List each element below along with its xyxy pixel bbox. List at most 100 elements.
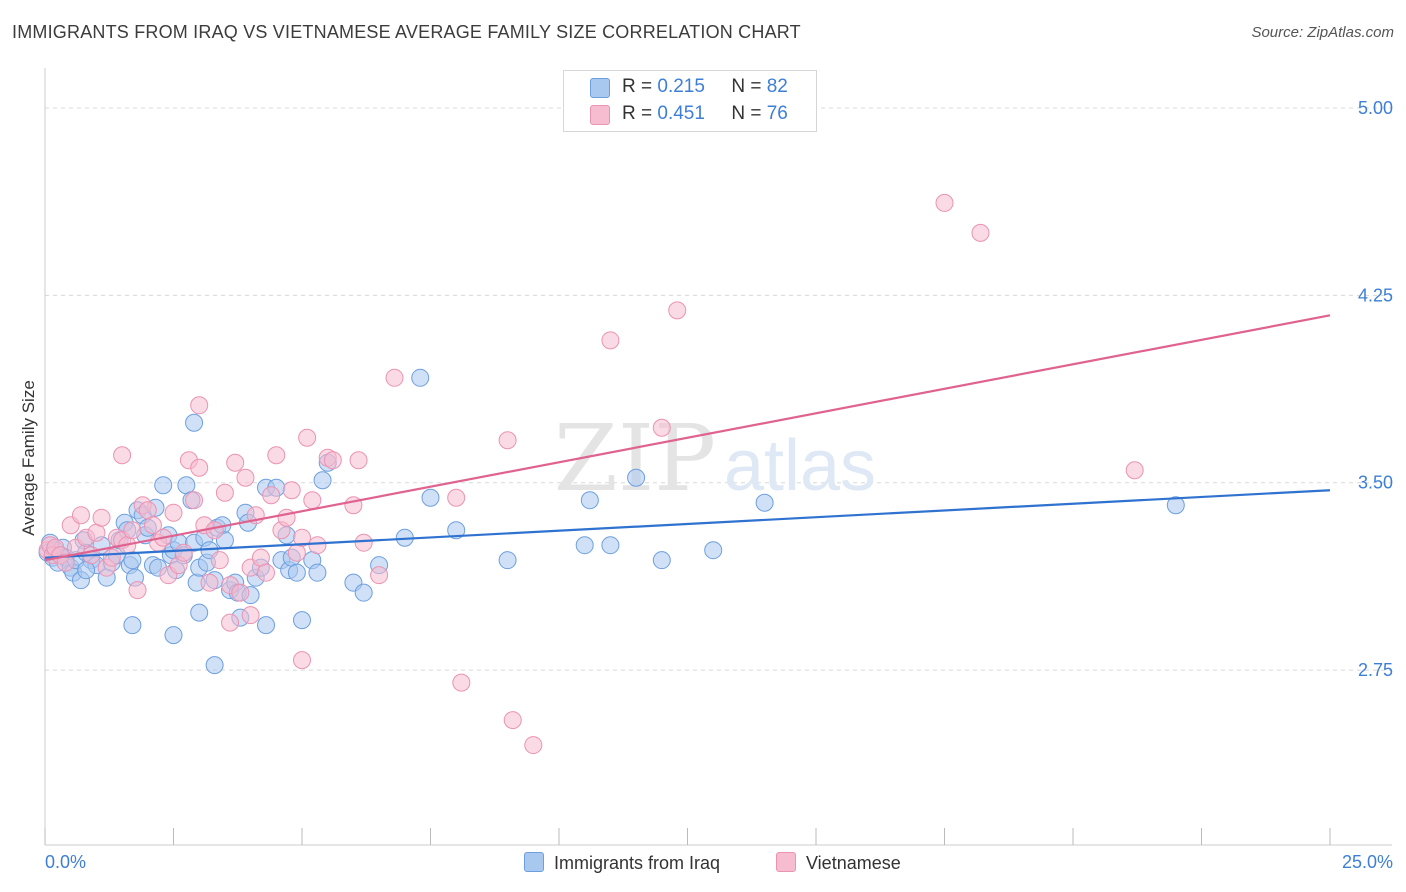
data-point-vietnamese	[87, 523, 106, 542]
n-label: N =	[731, 103, 767, 124]
data-point-vietnamese	[210, 551, 229, 570]
data-point-vietnamese	[143, 516, 162, 535]
data-point-iraq	[185, 413, 204, 432]
data-point-vietnamese	[92, 508, 111, 527]
r-label: R =	[622, 76, 658, 97]
data-point-vietnamese	[452, 673, 471, 692]
data-point-vietnamese	[174, 543, 193, 562]
data-point-iraq	[627, 468, 646, 487]
data-point-vietnamese	[138, 501, 157, 520]
x-tick-label-max: 25.0%	[1342, 852, 1393, 872]
data-point-vietnamese	[498, 431, 517, 450]
data-point-vietnamese	[652, 418, 671, 437]
data-point-iraq	[154, 476, 173, 495]
data-point-vietnamese	[215, 483, 234, 502]
data-point-vietnamese	[56, 553, 75, 572]
trend-line-vietnamese	[44, 314, 1331, 562]
data-point-vietnamese	[935, 193, 954, 212]
correlation-legend: R = 0.215 N = 82 R = 0.451 N = 76	[563, 70, 817, 132]
data-point-vietnamese	[71, 506, 90, 525]
data-point-iraq	[498, 551, 517, 570]
y-tick-label: 3.50	[1358, 473, 1393, 493]
data-point-vietnamese	[190, 396, 209, 415]
n-label: N =	[731, 76, 767, 97]
trend-lines	[44, 314, 1331, 562]
data-point-vietnamese	[524, 736, 543, 755]
data-point-vietnamese	[241, 606, 260, 625]
data-point-vietnamese	[164, 503, 183, 522]
data-point-iraq	[308, 563, 327, 582]
legend-swatch-iraq	[590, 78, 610, 98]
y-tick-label: 5.00	[1358, 98, 1393, 118]
data-point-iraq	[755, 493, 774, 512]
legend-label-iraq: Immigrants from Iraq	[554, 853, 721, 873]
data-point-vietnamese	[308, 536, 327, 555]
data-point-iraq	[704, 541, 723, 560]
data-point-iraq	[575, 536, 594, 555]
legend-item-vietnamese[interactable]: Vietnamese	[776, 852, 901, 874]
data-point-iraq	[580, 491, 599, 510]
data-point-iraq	[190, 603, 209, 622]
data-point-vietnamese	[231, 583, 250, 602]
data-point-vietnamese	[251, 548, 270, 567]
data-point-vietnamese	[128, 581, 147, 600]
r-label: R =	[622, 103, 658, 124]
data-point-vietnamese	[102, 548, 121, 567]
r-value: 0.451	[657, 103, 705, 124]
legend-label-vietnamese: Vietnamese	[806, 853, 901, 873]
data-point-vietnamese	[370, 566, 389, 585]
data-point-iraq	[421, 488, 440, 507]
data-point-vietnamese	[1125, 461, 1144, 480]
data-point-vietnamese	[282, 481, 301, 500]
legend-swatch-iraq	[524, 852, 544, 872]
trend-line-iraq	[44, 489, 1331, 559]
points	[38, 193, 1185, 755]
data-point-vietnamese	[267, 446, 286, 465]
data-point-vietnamese	[236, 468, 255, 487]
legend-item-iraq[interactable]: Immigrants from Iraq	[524, 852, 720, 874]
x-tick-label-min: 0.0%	[45, 852, 86, 872]
gridlines	[45, 107, 1392, 671]
data-point-vietnamese	[298, 428, 317, 447]
data-point-vietnamese	[185, 491, 204, 510]
data-point-iraq	[411, 368, 430, 387]
data-point-vietnamese	[354, 533, 373, 552]
data-point-vietnamese	[113, 446, 132, 465]
legend-swatch-vietnamese	[776, 852, 796, 872]
data-point-vietnamese	[349, 451, 368, 470]
y-tick-label: 4.25	[1358, 285, 1393, 305]
data-point-vietnamese	[385, 368, 404, 387]
data-point-iraq	[652, 551, 671, 570]
data-point-vietnamese	[971, 223, 990, 242]
data-point-vietnamese	[303, 491, 322, 510]
data-point-vietnamese	[123, 521, 142, 540]
data-point-vietnamese	[257, 563, 276, 582]
watermark-atlas: atlas	[724, 426, 876, 506]
data-point-iraq	[447, 521, 466, 540]
y-axis-label: Average Family Size	[19, 380, 38, 536]
data-point-iraq	[257, 616, 276, 635]
n-value: 76	[766, 103, 788, 124]
data-point-vietnamese	[503, 711, 522, 730]
r-value: 0.215	[657, 76, 705, 97]
data-point-iraq	[177, 476, 196, 495]
data-point-iraq	[293, 611, 311, 630]
data-point-iraq	[77, 561, 96, 580]
axes	[44, 68, 1392, 846]
data-point-iraq	[313, 471, 332, 490]
series-legend: Immigrants from Iraq Vietnamese	[0, 852, 1406, 878]
data-point-vietnamese	[262, 486, 281, 505]
data-point-vietnamese	[293, 651, 311, 670]
data-point-vietnamese	[668, 301, 687, 320]
data-point-vietnamese	[601, 331, 620, 350]
tick-labels: 2.75 3.50 4.25 5.00 0.0% 25.0%	[45, 98, 1393, 872]
legend-swatch-vietnamese	[590, 105, 610, 125]
source-label: Source: ZipAtlas.com	[1251, 24, 1394, 41]
data-point-vietnamese	[277, 508, 296, 527]
data-point-vietnamese	[447, 488, 466, 507]
y-tick-label: 2.75	[1358, 660, 1393, 680]
data-point-iraq	[354, 583, 373, 602]
data-point-vietnamese	[287, 543, 306, 562]
data-point-vietnamese	[226, 453, 245, 472]
